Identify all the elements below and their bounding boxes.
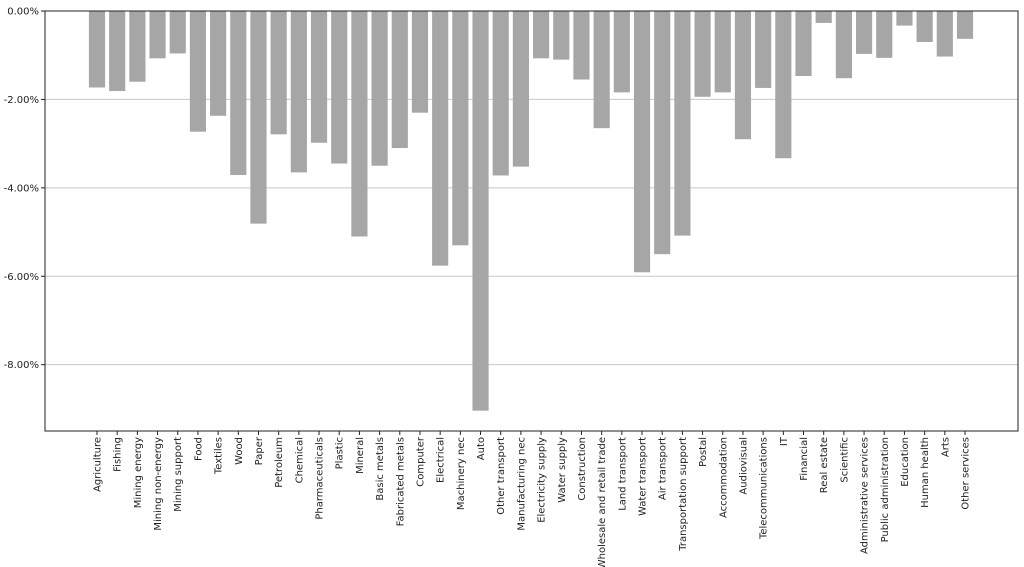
bar-arts xyxy=(936,11,953,57)
x-tick-label: Computer xyxy=(415,436,426,487)
x-tick-label: Real estate xyxy=(819,437,830,493)
x-tick-label: Paper xyxy=(254,436,265,465)
bar-human-health xyxy=(916,11,933,42)
x-tick-label: Food xyxy=(193,437,204,461)
x-tick-label: Petroleum xyxy=(274,437,285,488)
bar-construction xyxy=(573,11,590,80)
x-tick-label: Scientific xyxy=(839,437,850,483)
x-tick-label: Postal xyxy=(698,437,709,467)
x-tick-label: Accommodation xyxy=(718,437,729,518)
y-tick-label: -6.00% xyxy=(4,272,39,283)
x-tick-label: Agriculture xyxy=(93,437,104,492)
bar-postal xyxy=(694,11,711,97)
bar-auto xyxy=(472,11,489,411)
x-tick-label: Audiovisual xyxy=(738,437,749,495)
x-tick-label: Mining non-energy xyxy=(153,437,164,531)
x-tick-label: Chemical xyxy=(294,437,305,483)
x-tick-label: Other transport xyxy=(496,437,507,515)
bar-chemical xyxy=(290,11,307,173)
x-axis: Agriculture Fishing Mining energy Mining no… xyxy=(93,431,972,567)
bar-petroleum xyxy=(270,11,287,135)
plot-frame xyxy=(44,10,1019,432)
bar-computer xyxy=(411,11,429,113)
x-tick-label: Electricity supply xyxy=(537,437,548,523)
x-tick-label: Mining energy xyxy=(133,437,144,508)
bar-audiovisual xyxy=(734,11,752,140)
y-tick-label: -8.00% xyxy=(4,360,39,371)
bar-other-transport xyxy=(492,11,509,176)
x-tick-label: Wood xyxy=(234,437,245,465)
y-axis: 0.00% -2.00% -4.00% -6.00% -8.00% xyxy=(4,7,45,371)
bar-food xyxy=(189,11,207,132)
bar-textiles xyxy=(210,11,227,116)
x-tick-label: Auto xyxy=(476,437,487,460)
bar-air-transport xyxy=(654,11,671,255)
x-tick-label: Fishing xyxy=(113,437,124,472)
x-tick-label: Construction xyxy=(577,437,588,501)
bar-it xyxy=(775,11,792,159)
bar-fishing xyxy=(109,11,126,92)
bar-agriculture xyxy=(88,11,106,88)
y-tick-label: 0.00% xyxy=(7,7,39,18)
bar-wood xyxy=(230,11,247,176)
y-tick-label: -4.00% xyxy=(4,183,39,194)
bar-scientific xyxy=(835,11,852,79)
bar-water-transport xyxy=(633,11,651,273)
x-tick-label: Wholesale and retail trade xyxy=(597,437,608,567)
bar-fabricated-metals xyxy=(391,11,408,149)
bar-basic-metals xyxy=(371,11,388,166)
x-tick-label: Land transport xyxy=(617,437,628,511)
bar-pharmaceuticals xyxy=(310,11,328,143)
bars xyxy=(88,11,974,411)
x-tick-label: Arts xyxy=(940,437,951,457)
x-tick-label: IT xyxy=(779,436,790,446)
bar-electricity-supply xyxy=(533,11,550,59)
bar-mining-support xyxy=(169,11,186,54)
bar-plastic xyxy=(331,11,348,164)
bar-real-estate xyxy=(815,11,832,23)
x-tick-label: Human health xyxy=(920,437,931,508)
bar-mineral xyxy=(351,11,368,237)
x-tick-label: Textiles xyxy=(214,437,225,475)
bar-mining-non-energy xyxy=(149,11,166,59)
x-tick-label: Basic metals xyxy=(375,437,386,501)
bar-water-supply xyxy=(553,11,570,60)
x-tick-label: Mineral xyxy=(355,437,366,474)
x-tick-label: Transportation support xyxy=(678,437,689,552)
x-tick-label: Public administration xyxy=(880,437,891,542)
bar-education xyxy=(896,11,913,26)
x-tick-label: Financial xyxy=(799,437,810,481)
x-tick-label: Administrative services xyxy=(860,437,871,554)
x-tick-label: Education xyxy=(900,437,911,487)
bar-paper xyxy=(250,11,267,224)
x-tick-label: Pharmaceuticals xyxy=(315,437,326,520)
bar-mining-energy xyxy=(129,11,146,82)
x-tick-label: Manufacturing nec xyxy=(516,437,527,531)
x-tick-label: Water transport xyxy=(638,437,649,516)
bar-electrical xyxy=(432,11,449,266)
x-tick-label: Plastic xyxy=(335,437,346,469)
x-tick-label: Fabricated metals xyxy=(395,437,406,526)
bar-machinery-nec xyxy=(452,11,469,246)
x-tick-label: Electrical xyxy=(436,437,447,483)
bar-financial xyxy=(795,11,812,76)
bar-land-transport xyxy=(613,11,630,93)
bar-other-services xyxy=(956,11,974,39)
x-tick-label: Mining support xyxy=(173,437,184,512)
y-tick-label: -2.00% xyxy=(4,95,39,106)
bar-accommodation xyxy=(714,11,731,93)
bar-telecommunications xyxy=(755,11,772,88)
bar-administrative-services xyxy=(856,11,873,54)
x-tick-label: Other services xyxy=(961,437,972,510)
bar-transportation-support xyxy=(674,11,691,236)
x-tick-label: Machinery nec xyxy=(456,437,467,510)
bar-public-administration xyxy=(876,11,893,58)
bar-manufacturing-nec xyxy=(512,11,529,167)
x-tick-label: Water supply xyxy=(557,437,568,503)
x-tick-label: Air transport xyxy=(658,437,669,500)
x-tick-label: Telecommunications xyxy=(759,437,770,540)
bar-wholesale-and-retail-trade xyxy=(593,11,610,129)
